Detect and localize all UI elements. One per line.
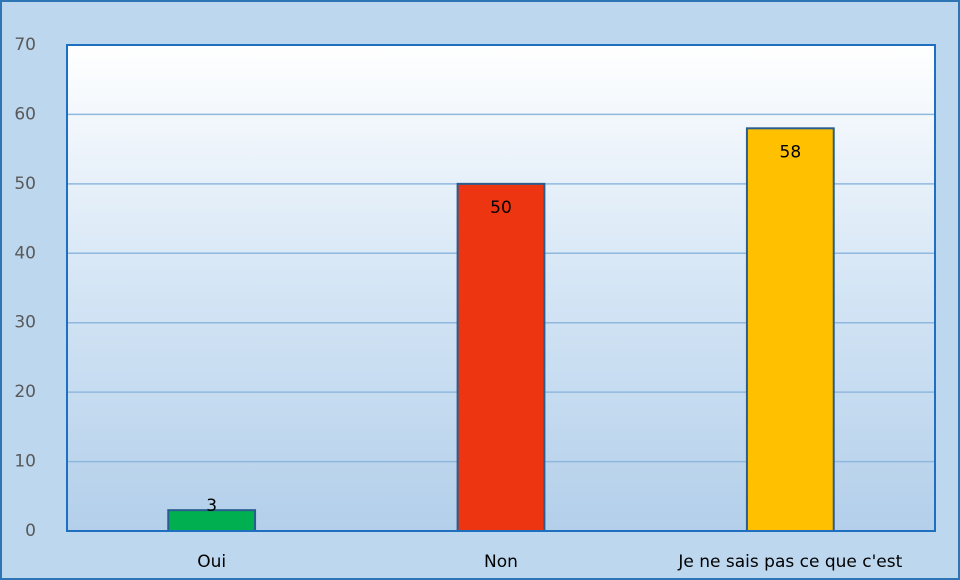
data-label: 58 <box>780 142 802 162</box>
x-tick-label: Je ne sais pas ce que c'est <box>677 552 902 572</box>
y-tick-label: 20 <box>14 382 36 402</box>
y-tick-label: 0 <box>25 521 36 541</box>
y-tick-label: 60 <box>14 104 36 124</box>
y-tick-label: 10 <box>14 452 36 472</box>
y-tick-label: 40 <box>14 243 36 263</box>
x-tick-label: Oui <box>197 552 226 572</box>
bar <box>745 127 835 532</box>
plot-border <box>66 44 936 532</box>
y-tick-label: 70 <box>14 35 36 55</box>
x-tick-label: Non <box>484 552 518 572</box>
y-tick-label: 30 <box>14 313 36 333</box>
y-tick-label: 50 <box>14 174 36 194</box>
data-label: 3 <box>206 496 217 516</box>
data-label: 50 <box>490 198 512 218</box>
bar <box>456 182 546 532</box>
